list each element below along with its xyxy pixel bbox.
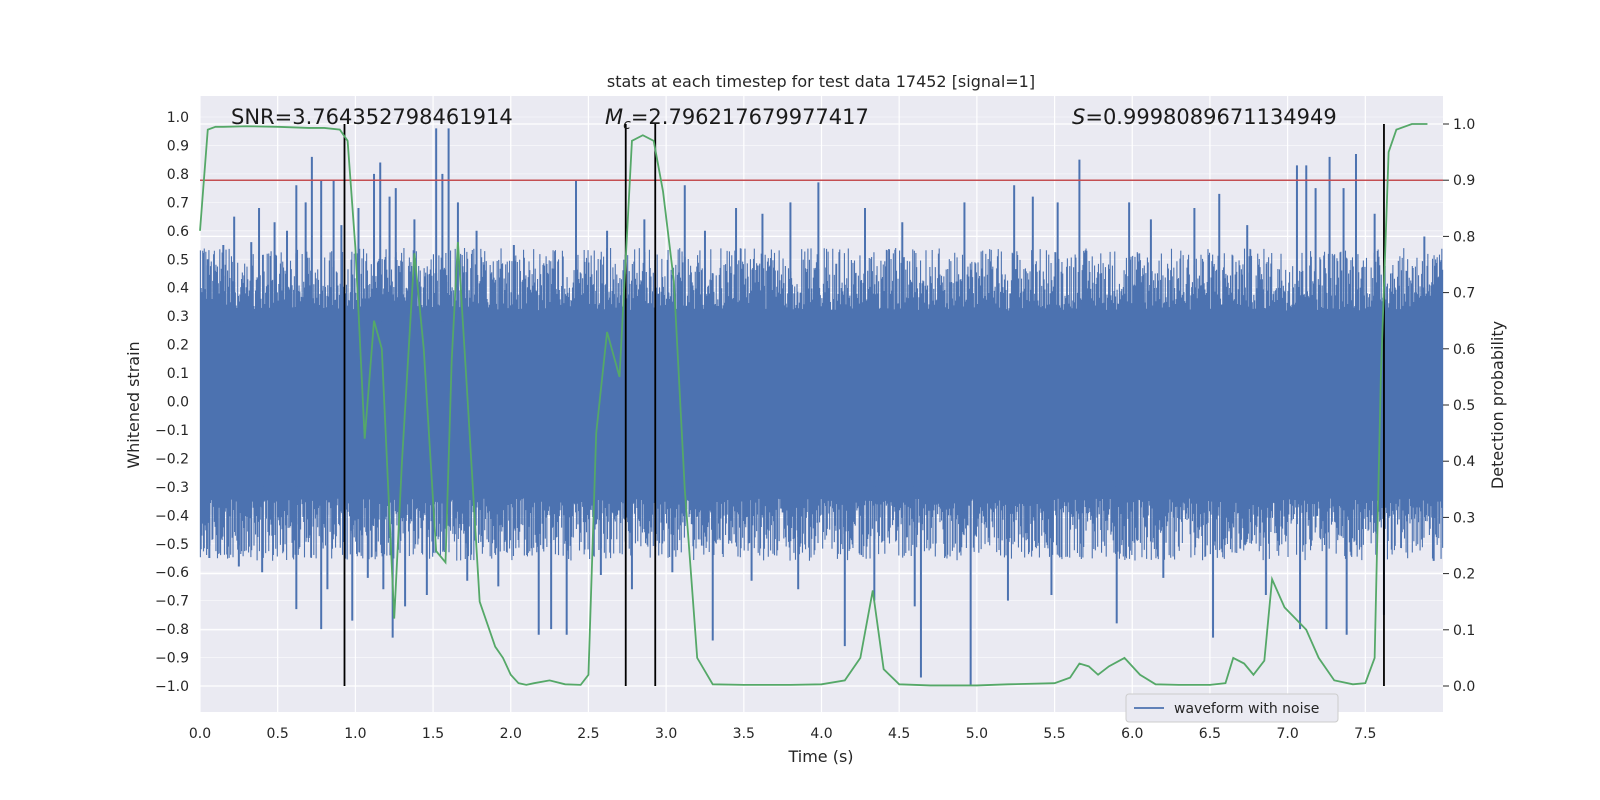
y2-tick-label: 0.9 [1453, 173, 1475, 189]
y-tick-label: 0.6 [167, 224, 189, 240]
y2-tick-label: 0.0 [1453, 679, 1475, 695]
y2-tick-label: 0.1 [1453, 623, 1475, 639]
y2-tick-labels: 0.0 0.1 0.2 0.3 0.4 0.5 0.6 0.7 0.8 0.9 1.0 [1443, 117, 1475, 695]
x-tick-label: 5.0 [966, 726, 988, 742]
x-tick-label: 3.5 [733, 726, 755, 742]
y-tick-labels: −1.0 −0.9 −0.8 −0.7 −0.6 −0.5 −0.4 −0.3 −0.2 −0.1… [155, 110, 189, 695]
y2-tick-label: 0.6 [1453, 342, 1475, 358]
y-tick-label: 0.9 [167, 138, 189, 154]
legend-label: waveform with noise [1174, 701, 1319, 717]
y-tick-label: −1.0 [155, 679, 189, 695]
y-tick-label: 0.3 [167, 309, 189, 325]
waveform-core [200, 321, 1443, 487]
y-tick-label: −0.8 [155, 622, 189, 638]
y2-tick-label: 1.0 [1453, 117, 1475, 133]
x-tick-label: 5.5 [1043, 726, 1065, 742]
y-tick-label: 0.1 [167, 366, 189, 382]
legend-box [1125, 693, 1339, 723]
x-axis-label: Time (s) [787, 747, 853, 766]
x-tick-labels: 0.0 0.5 1.0 1.5 2.0 2.5 3.0 3.5 4.0 4.5 5.0 5.5 6.0 6… [189, 726, 1377, 742]
y2-axis-label: Detection probability [1488, 321, 1507, 489]
y-tick-label: 0.5 [167, 252, 189, 268]
y-tick-label: −0.9 [155, 651, 189, 667]
x-tick-label: 0.0 [189, 726, 211, 742]
y-tick-label: 0.2 [167, 338, 189, 354]
probability-series-line [199, 123, 1428, 687]
x-tick-label: 2.5 [577, 726, 599, 742]
x-tick-label: 7.0 [1276, 726, 1298, 742]
legend: waveform with noise [1125, 693, 1339, 723]
y2-tick-label: 0.8 [1453, 229, 1475, 245]
x-tick-label: 2.0 [500, 726, 522, 742]
y2-tick-label: 0.2 [1453, 567, 1475, 583]
x-tick-label: 1.5 [422, 726, 444, 742]
chirp-mass-annotation: Mc=2.796217679977417 [605, 105, 869, 133]
x-tick-label: 4.5 [888, 726, 910, 742]
y-tick-label: −0.2 [155, 451, 189, 467]
y2-tick-label: 0.7 [1453, 286, 1475, 302]
x-tick-label: 4.0 [810, 726, 832, 742]
chart-title: stats at each timestep for test data 174… [607, 72, 1035, 91]
y-tick-label: −0.3 [155, 480, 189, 496]
y-tick-label: 0.7 [167, 195, 189, 211]
y-axis-label: Whitened strain [124, 341, 143, 468]
snr-annotation: SNR=3.764352798461914 [231, 105, 513, 129]
y-tick-label: 0.0 [167, 395, 189, 411]
y-tick-label: −0.5 [155, 537, 189, 553]
y2-tick-label: 0.5 [1453, 398, 1475, 414]
x-tick-label: 7.5 [1354, 726, 1376, 742]
y-tick-label: −0.6 [155, 565, 189, 581]
x-tick-label: 6.5 [1199, 726, 1221, 742]
y-tick-label: 0.4 [167, 281, 189, 297]
y-tick-label: −0.7 [155, 594, 189, 610]
s-annotation: S=0.9998089671134949 [1072, 105, 1337, 129]
y-tick-label: −0.1 [155, 423, 189, 439]
y-tick-label: −0.4 [155, 508, 189, 524]
y2-tick-label: 0.4 [1453, 454, 1475, 470]
x-tick-label: 3.0 [655, 726, 677, 742]
y-tick-label: 1.0 [167, 110, 189, 126]
y2-tick-label: 0.3 [1453, 510, 1475, 526]
vertical-markers [343, 124, 1385, 686]
y-tick-label: 0.8 [167, 167, 189, 183]
x-tick-label: 0.5 [267, 726, 289, 742]
x-tick-label: 6.0 [1121, 726, 1143, 742]
x-tick-label: 1.0 [344, 726, 366, 742]
